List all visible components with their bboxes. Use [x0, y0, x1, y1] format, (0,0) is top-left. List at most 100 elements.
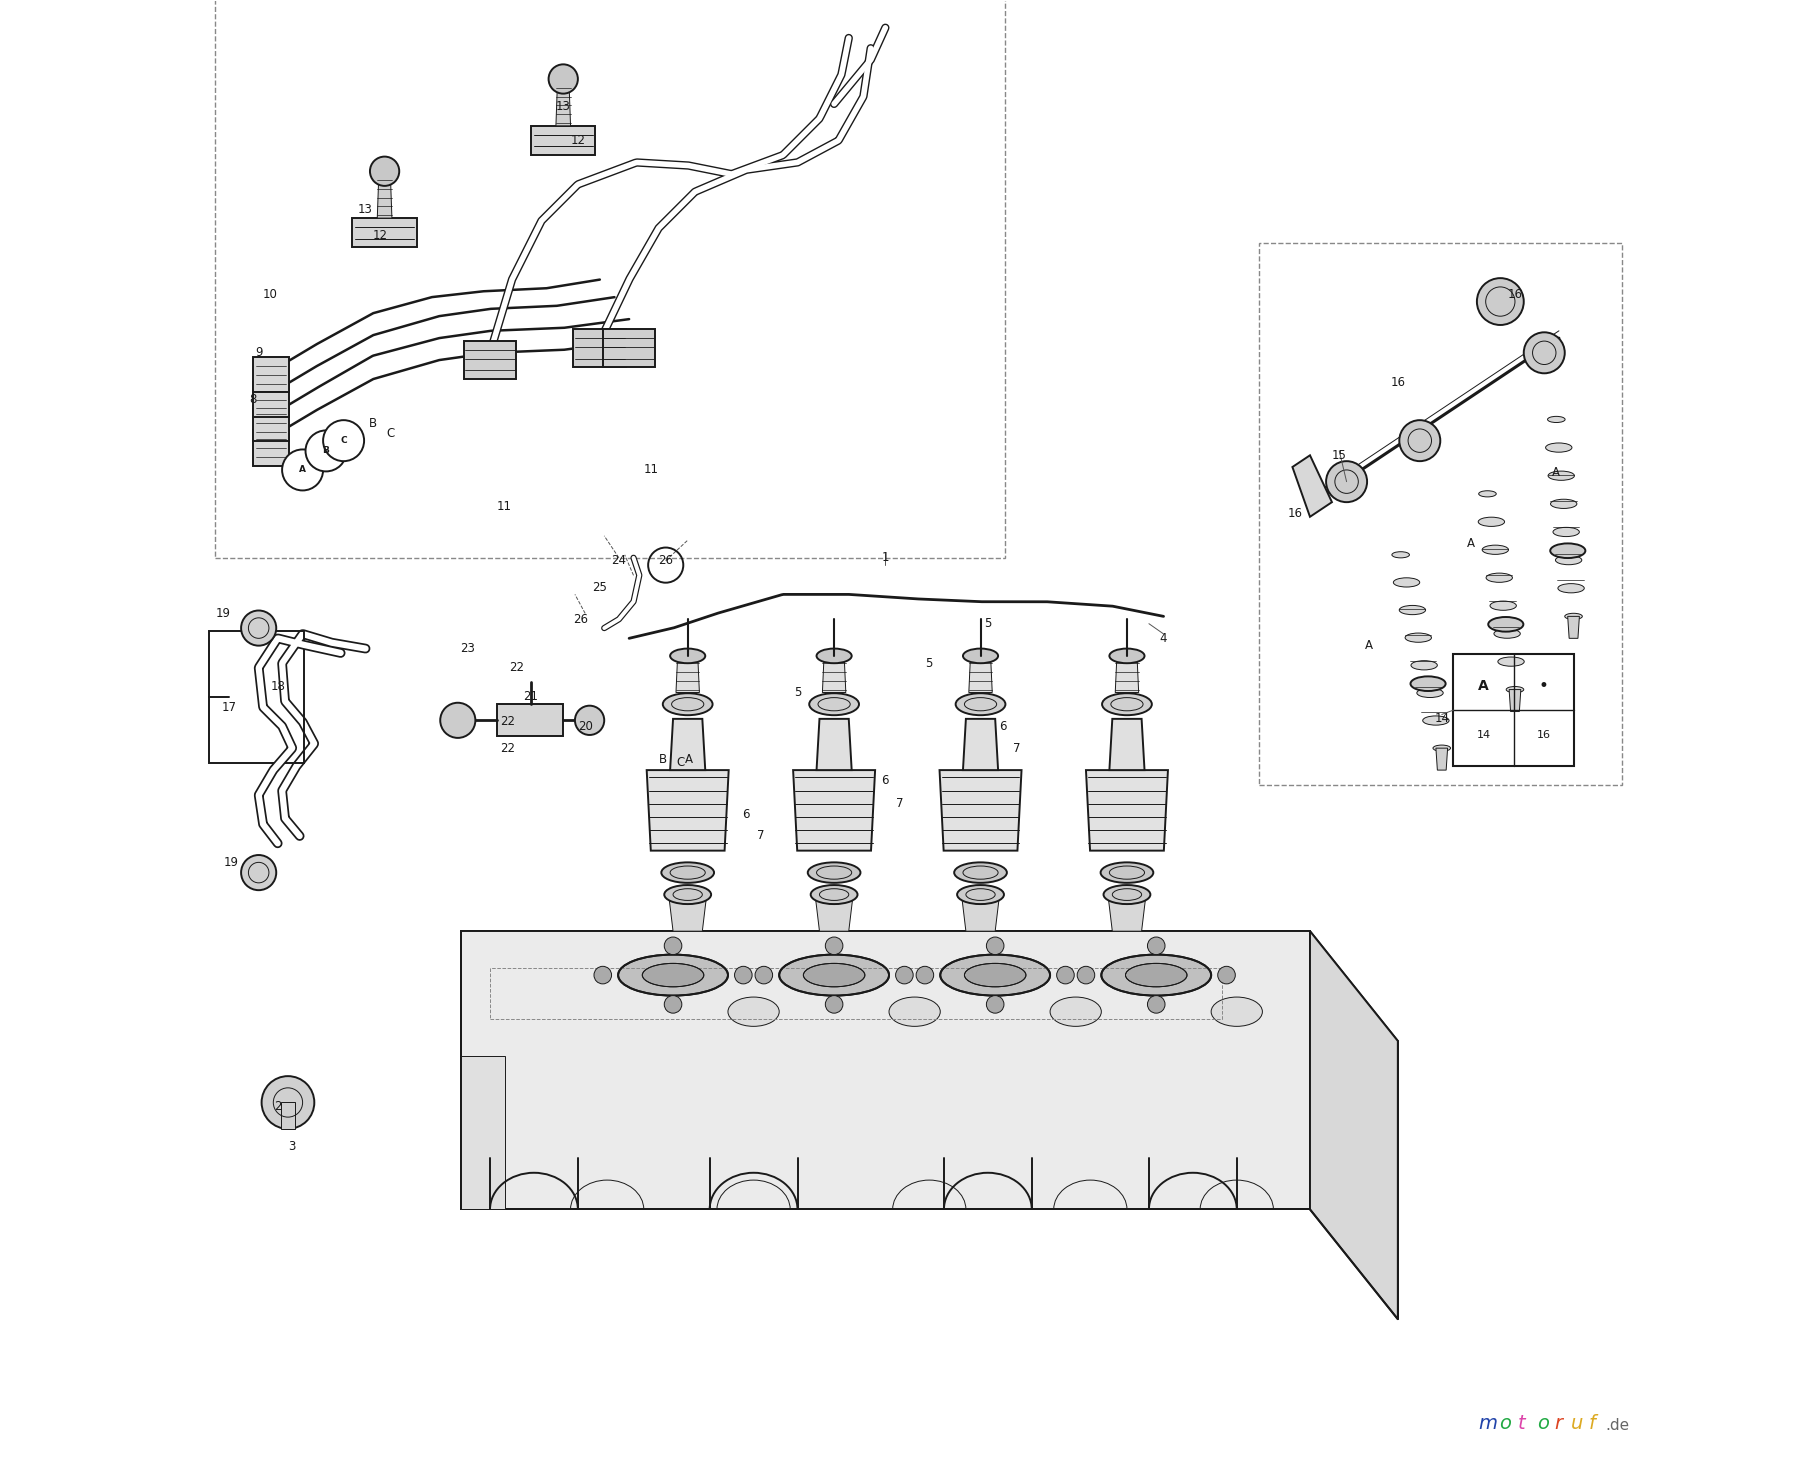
Ellipse shape [643, 964, 704, 987]
Ellipse shape [958, 885, 1004, 904]
Polygon shape [252, 356, 290, 392]
Ellipse shape [1433, 745, 1451, 751]
Circle shape [1478, 279, 1525, 326]
Ellipse shape [956, 694, 1006, 716]
Polygon shape [1508, 689, 1521, 711]
Bar [209, 631, 304, 763]
Polygon shape [1436, 748, 1447, 770]
Polygon shape [817, 719, 851, 770]
Text: A: A [1364, 640, 1373, 653]
Ellipse shape [1507, 687, 1525, 692]
Circle shape [664, 996, 682, 1014]
Text: C: C [340, 436, 347, 445]
Ellipse shape [889, 998, 940, 1027]
Circle shape [664, 937, 682, 955]
Ellipse shape [661, 863, 715, 883]
Ellipse shape [664, 885, 711, 904]
Text: 10: 10 [263, 288, 277, 301]
Ellipse shape [779, 955, 889, 996]
Text: 6: 6 [743, 807, 751, 820]
Ellipse shape [670, 648, 706, 663]
Text: 7: 7 [896, 797, 904, 810]
Ellipse shape [1102, 694, 1152, 716]
Text: 22: 22 [500, 716, 515, 728]
Circle shape [549, 65, 578, 94]
Ellipse shape [1417, 688, 1444, 697]
Text: 5: 5 [985, 618, 992, 631]
Circle shape [241, 855, 275, 890]
Text: C: C [387, 427, 394, 440]
Text: 12: 12 [373, 229, 387, 242]
Ellipse shape [1546, 443, 1571, 452]
Ellipse shape [727, 998, 779, 1027]
Circle shape [734, 967, 752, 984]
Ellipse shape [617, 955, 727, 996]
Circle shape [986, 996, 1004, 1014]
Text: 3: 3 [288, 1140, 295, 1153]
Text: 14: 14 [1435, 713, 1449, 725]
Text: 6: 6 [999, 720, 1006, 732]
Ellipse shape [954, 863, 1006, 883]
Circle shape [754, 967, 772, 984]
Ellipse shape [817, 648, 851, 663]
Text: 12: 12 [571, 133, 585, 147]
Text: 20: 20 [578, 720, 592, 732]
Text: 16: 16 [1507, 288, 1523, 301]
Ellipse shape [1100, 863, 1154, 883]
Text: A: A [1552, 467, 1561, 480]
Circle shape [322, 420, 364, 461]
Polygon shape [794, 770, 875, 851]
Polygon shape [252, 405, 290, 440]
Text: 9: 9 [256, 346, 263, 359]
Text: 11: 11 [497, 500, 513, 513]
Text: 2: 2 [274, 1100, 281, 1113]
Ellipse shape [1125, 964, 1186, 987]
Ellipse shape [1211, 998, 1262, 1027]
Ellipse shape [1399, 606, 1426, 615]
Polygon shape [252, 430, 290, 465]
Polygon shape [556, 85, 571, 126]
Circle shape [261, 1077, 315, 1128]
Circle shape [241, 610, 275, 645]
Circle shape [371, 157, 400, 186]
Ellipse shape [1550, 543, 1586, 557]
Text: 15: 15 [1332, 449, 1346, 462]
Polygon shape [968, 660, 992, 692]
Text: C: C [677, 757, 684, 769]
Text: •: • [1539, 676, 1548, 694]
Polygon shape [668, 895, 707, 932]
Ellipse shape [965, 964, 1026, 987]
Polygon shape [823, 660, 846, 692]
Circle shape [1147, 937, 1165, 955]
Ellipse shape [1478, 491, 1496, 497]
Ellipse shape [963, 648, 999, 663]
Polygon shape [353, 219, 418, 248]
Ellipse shape [808, 863, 860, 883]
Text: A: A [299, 465, 306, 474]
Text: r: r [1555, 1414, 1562, 1433]
Polygon shape [1292, 455, 1332, 516]
Text: 1: 1 [882, 552, 889, 565]
Ellipse shape [1559, 584, 1584, 593]
Ellipse shape [1550, 499, 1577, 509]
Polygon shape [815, 895, 853, 932]
Ellipse shape [1481, 546, 1508, 555]
Ellipse shape [1411, 660, 1438, 670]
Text: 25: 25 [592, 581, 607, 594]
Ellipse shape [1406, 634, 1431, 643]
Polygon shape [963, 719, 999, 770]
Circle shape [826, 996, 842, 1014]
Circle shape [1057, 967, 1075, 984]
Text: 17: 17 [221, 701, 238, 713]
Ellipse shape [1564, 613, 1582, 619]
Bar [490, 968, 1222, 1020]
Ellipse shape [1478, 518, 1505, 527]
Text: 22: 22 [509, 662, 524, 675]
Polygon shape [531, 126, 596, 156]
Text: .de: .de [1606, 1419, 1629, 1433]
Circle shape [1076, 967, 1094, 984]
Ellipse shape [1498, 657, 1525, 666]
Ellipse shape [1049, 998, 1102, 1027]
Text: 23: 23 [461, 643, 475, 656]
Polygon shape [961, 895, 999, 932]
